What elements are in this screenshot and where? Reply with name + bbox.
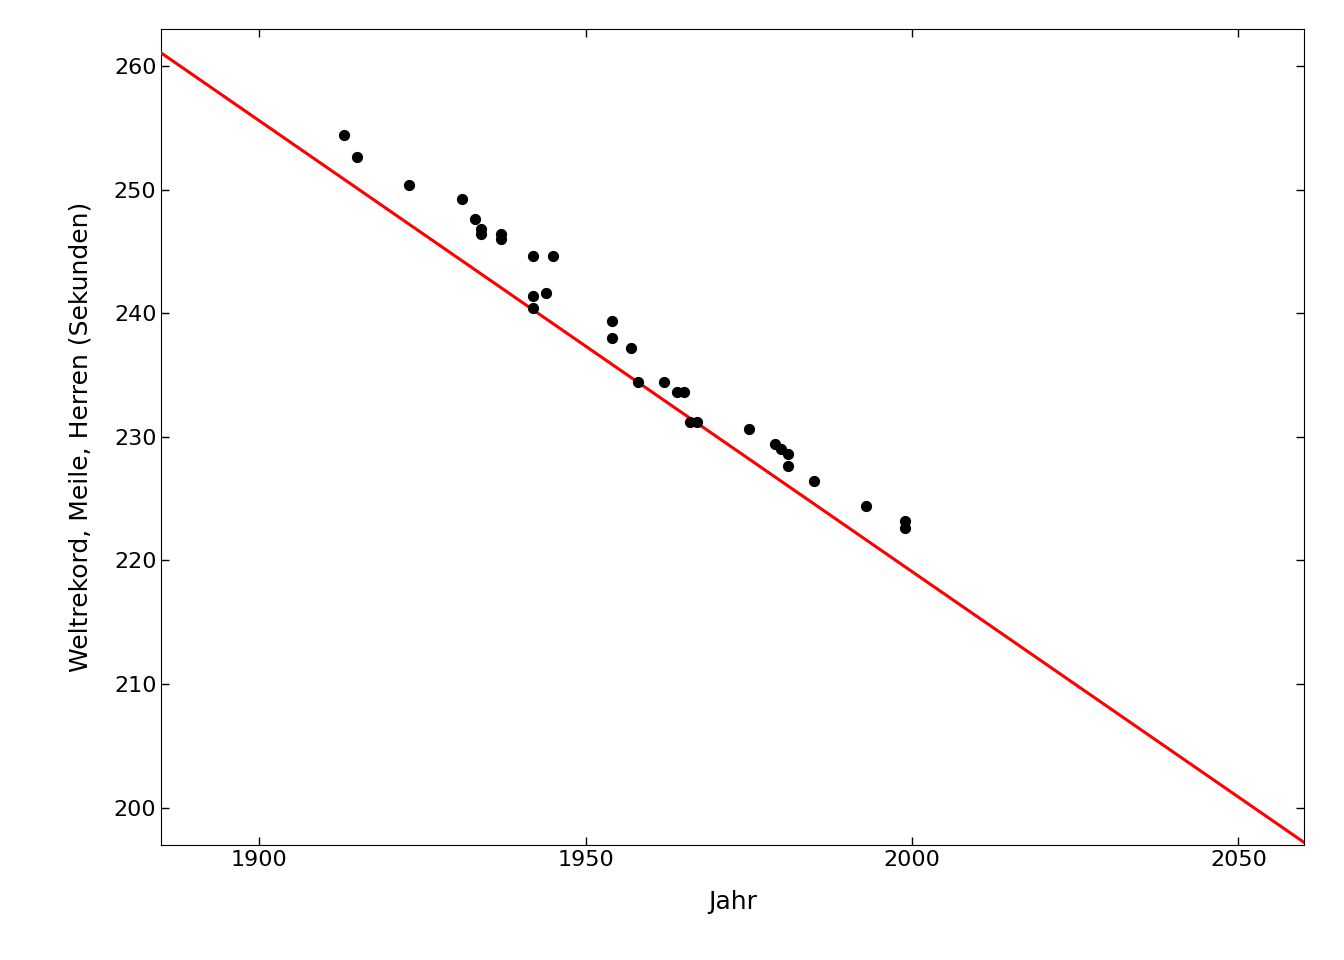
Point [399,177,421,192]
Point [523,288,544,303]
Point [628,374,649,390]
Point [333,128,355,143]
Point [804,473,825,489]
Point [856,498,878,514]
Point [601,313,622,328]
X-axis label: Jahr: Jahr [708,891,757,915]
Point [777,459,798,474]
Y-axis label: Weltrekord, Meile, Herren (Sekunden): Weltrekord, Meile, Herren (Sekunden) [69,202,93,672]
Point [491,227,512,242]
Point [673,385,695,400]
Point [667,385,688,400]
Point [542,249,563,264]
Point [464,211,485,227]
Point [601,330,622,346]
Point [765,437,786,452]
Point [347,150,368,165]
Point [770,442,792,457]
Point [536,286,558,301]
Point [738,421,759,437]
Point [895,514,917,529]
Point [653,374,675,390]
Point [685,415,707,430]
Point [450,192,472,207]
Point [491,231,512,247]
Point [470,222,492,237]
Point [621,340,642,355]
Point [523,249,544,264]
Point [679,415,700,430]
Point [895,520,917,536]
Point [523,300,544,316]
Point [777,446,798,462]
Point [470,227,492,242]
